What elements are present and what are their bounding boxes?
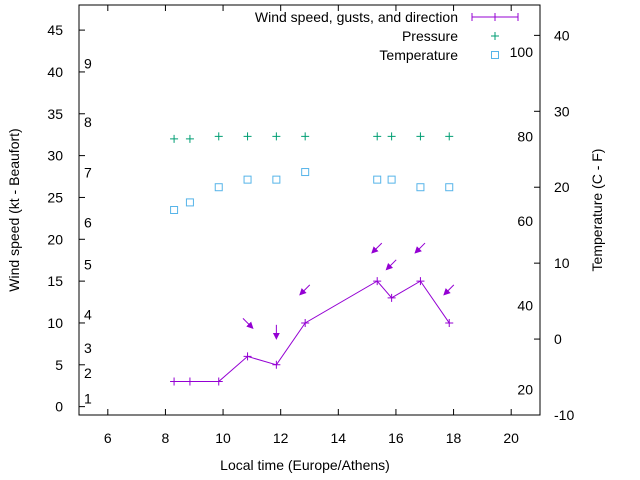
tick-labels: 6 8 10 12 14 16 18 2005101520253035404512345678… xyxy=(47,22,574,446)
axis-ticks xyxy=(79,5,540,416)
y-left-tick-label: 0 xyxy=(55,399,63,415)
wind-point xyxy=(387,293,396,302)
x-tick-label: 8 xyxy=(162,430,170,446)
temperature-point xyxy=(185,198,194,207)
x-tick-label: 12 xyxy=(273,430,289,446)
legend-swatch-temperature xyxy=(491,51,499,59)
beaufort-label: 4 xyxy=(84,307,92,323)
fahrenheit-label: 60 xyxy=(517,213,533,229)
pressure-point xyxy=(243,132,252,141)
gust-arrow xyxy=(371,242,383,254)
pressure-point xyxy=(416,132,425,141)
fahrenheit-label: 20 xyxy=(517,382,533,398)
y-left-tick-label: 20 xyxy=(47,231,63,247)
temperature-point xyxy=(373,175,382,184)
gust-arrow xyxy=(385,259,397,271)
x-tick-label: 14 xyxy=(331,430,347,446)
wind-point xyxy=(170,377,179,386)
pressure-point xyxy=(214,132,223,141)
plot-frame xyxy=(78,4,541,416)
y-left-tick-label: 25 xyxy=(47,189,63,205)
fahrenheit-label: 80 xyxy=(517,129,533,145)
x-tick-label: 20 xyxy=(503,430,519,446)
temperature-point xyxy=(445,183,454,192)
pressure-point xyxy=(272,132,281,141)
celsius-tick-label: -10 xyxy=(554,407,574,423)
y-axis-label-left: Wind speed (kt - Beaufort) xyxy=(6,128,22,291)
gust-arrow xyxy=(443,284,455,296)
beaufort-label: 3 xyxy=(84,340,92,356)
pressure-point xyxy=(170,134,179,143)
beaufort-label: 8 xyxy=(84,114,92,130)
beaufort-label: 6 xyxy=(84,215,92,231)
x-tick-label: 16 xyxy=(388,430,404,446)
fahrenheit-label: 100 xyxy=(510,44,534,60)
wind-point xyxy=(185,377,194,386)
wind-point xyxy=(243,352,252,361)
gust-arrow xyxy=(242,318,254,329)
beaufort-label: 9 xyxy=(84,56,92,72)
gust-arrow xyxy=(299,284,311,296)
celsius-tick-label: 40 xyxy=(554,27,570,43)
y-left-tick-label: 30 xyxy=(47,148,63,164)
celsius-tick-label: 30 xyxy=(554,103,570,119)
y-left-tick-label: 10 xyxy=(47,315,63,331)
legend-swatch-pressure xyxy=(491,32,499,40)
beaufort-label: 7 xyxy=(84,164,92,180)
x-tick-label: 10 xyxy=(215,430,231,446)
pressure-point xyxy=(445,132,454,141)
legend: Wind speed, gusts, and direction Pressur… xyxy=(255,9,519,63)
y-left-tick-label: 15 xyxy=(47,273,63,289)
x-tick-label: 18 xyxy=(446,430,462,446)
wind-point xyxy=(445,318,454,327)
temperature-point xyxy=(170,206,179,214)
fahrenheit-label: 40 xyxy=(517,297,533,313)
y-left-tick-label: 35 xyxy=(47,106,63,122)
x-tick-label: 6 xyxy=(104,430,112,446)
beaufort-label: 1 xyxy=(84,390,92,406)
pressure-point xyxy=(373,132,382,141)
plot-area xyxy=(170,132,455,386)
legend-label-pressure: Pressure xyxy=(402,28,458,44)
pressure-point xyxy=(301,132,310,141)
gust-arrow xyxy=(414,242,426,254)
beaufort-label: 5 xyxy=(84,256,92,272)
pressure-point xyxy=(185,134,194,143)
wind-point xyxy=(373,277,382,286)
wind-point xyxy=(272,360,281,369)
temperature-point xyxy=(272,175,281,184)
y-left-tick-label: 5 xyxy=(55,357,63,373)
temperature-point xyxy=(416,183,425,192)
wind-point xyxy=(416,277,425,286)
wind-speed-line xyxy=(174,280,450,383)
y-left-tick-label: 40 xyxy=(47,64,63,80)
celsius-tick-label: 20 xyxy=(554,179,570,195)
celsius-tick-label: 0 xyxy=(554,331,562,347)
wind-point xyxy=(301,318,310,327)
temperature-point xyxy=(301,168,310,177)
pressure-point xyxy=(387,132,396,141)
temperature-point xyxy=(387,175,396,184)
legend-label-wind: Wind speed, gusts, and direction xyxy=(255,9,458,25)
x-axis-label: Local time (Europe/Athens) xyxy=(220,457,390,473)
temperature-point xyxy=(214,183,223,192)
y-axis-label-right: Temperature (C - F) xyxy=(589,149,605,272)
y-left-tick-label: 45 xyxy=(47,22,63,38)
temperature-point xyxy=(243,175,252,184)
wind-point xyxy=(214,377,223,386)
legend-label-temperature: Temperature xyxy=(379,47,458,63)
celsius-tick-label: 10 xyxy=(554,255,570,271)
beaufort-label: 2 xyxy=(84,365,92,381)
